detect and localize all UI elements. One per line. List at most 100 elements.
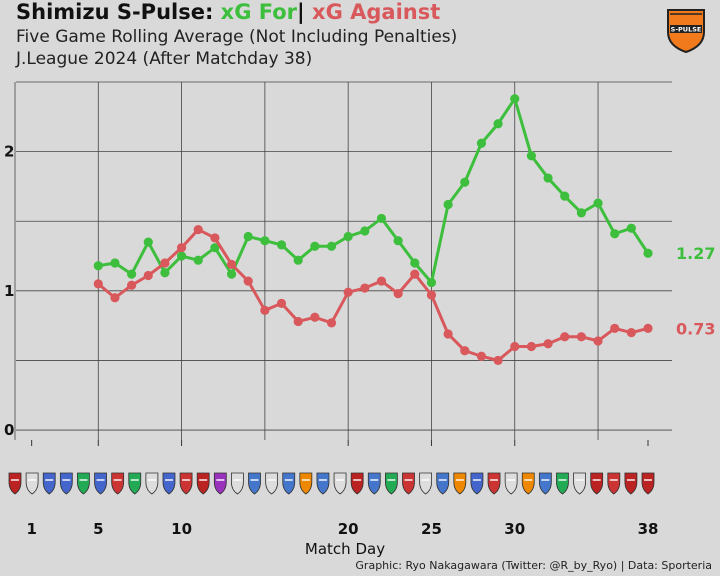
chart-title: Shimizu S-Pulse: xG For| xG Against — [16, 0, 440, 24]
subtitle-rolling-average: Five Game Rolling Average (Not Including… — [16, 27, 458, 47]
data-point — [393, 289, 403, 299]
data-point — [610, 323, 620, 334]
subtitle-season: J.League 2024 (After Matchday 38) — [16, 49, 313, 69]
data-point — [526, 151, 537, 161]
data-point — [626, 223, 636, 233]
opponent-badge-icon — [470, 472, 484, 495]
series: 1.27 0.73 — [93, 94, 715, 366]
data-point — [376, 276, 387, 286]
opponent-badge-icon — [384, 472, 398, 495]
opponent-badge-icon — [641, 472, 655, 495]
data-point — [460, 346, 470, 356]
data-point — [260, 236, 270, 246]
opponent-badge-icon — [316, 472, 330, 495]
data-point — [443, 199, 453, 210]
data-point — [510, 94, 520, 104]
data-point — [493, 355, 503, 366]
data-point — [243, 231, 253, 242]
data-point — [393, 236, 403, 246]
data-point — [593, 336, 603, 346]
data-point — [643, 248, 653, 258]
opponent-badge-icon — [607, 472, 621, 495]
opponent-badge-icon — [59, 472, 73, 495]
opponent-badge-icon — [453, 472, 467, 495]
grid — [14, 81, 672, 440]
end-value-label: 0.73 — [676, 319, 715, 338]
data-point — [260, 305, 270, 315]
data-point — [93, 279, 103, 289]
opponent-badge-icon — [521, 472, 535, 495]
x-axis-label: Match Day — [305, 540, 385, 558]
data-point — [310, 241, 320, 251]
data-point — [476, 351, 487, 361]
data-point — [293, 316, 303, 327]
opponent-badge-icon — [538, 472, 552, 495]
data-point — [326, 241, 337, 251]
opponent-badge-icon — [367, 472, 381, 495]
opponent-badge-icon — [179, 472, 193, 495]
data-point — [560, 191, 570, 201]
opponent-badge-icon — [282, 472, 296, 495]
opponent-badge-icon — [196, 472, 210, 495]
data-point — [360, 226, 370, 236]
opponent-badge-icon — [350, 472, 364, 495]
opponent-badge-icon — [573, 472, 586, 495]
data-point — [576, 332, 586, 342]
data-point — [110, 293, 120, 303]
opponent-badge-icon — [504, 472, 518, 495]
footer-credit: Graphic: Ryo Nakagawara (Twitter: @R_by_… — [355, 559, 712, 572]
data-point — [593, 198, 603, 208]
data-point — [226, 259, 237, 269]
data-point — [326, 318, 337, 328]
x-tick-label: 25 — [421, 520, 442, 538]
series-line-xg-for — [98, 97, 650, 284]
data-point — [160, 258, 170, 268]
opponent-badge-icon — [299, 472, 313, 495]
data-point — [343, 231, 353, 242]
axes: 0 1 2 1 5 10 20 25 30 38 — [4, 143, 658, 538]
end-value-label: 1.27 — [676, 244, 715, 263]
opponent-badge-icon — [487, 472, 501, 495]
data-point — [293, 255, 303, 265]
y-tick-label: 2 — [4, 143, 14, 161]
data-point — [543, 173, 553, 183]
team-badges — [8, 472, 655, 495]
opponent-badge-icon — [333, 472, 347, 495]
opponent-badge-icon — [231, 472, 244, 495]
data-point — [243, 276, 253, 286]
opponent-badge-icon — [248, 472, 261, 495]
data-point — [643, 323, 653, 334]
data-point — [510, 341, 520, 352]
data-point — [193, 224, 203, 235]
data-point — [127, 269, 137, 279]
title-separator: | — [297, 0, 305, 24]
data-point — [376, 213, 387, 224]
data-point — [460, 177, 470, 187]
data-point — [127, 280, 137, 290]
opponent-badge-icon — [624, 472, 638, 495]
data-point — [93, 261, 103, 271]
series-line-xg-against — [97, 228, 649, 362]
opponent-badge-icon — [590, 472, 604, 495]
x-tick-label: 30 — [504, 520, 525, 538]
y-tick-label: 1 — [4, 282, 14, 300]
x-tick-label: 1 — [26, 520, 36, 538]
opponent-badge-icon — [42, 472, 56, 495]
opponent-badge-icon — [265, 472, 279, 495]
opponent-badge-icon — [145, 472, 159, 495]
data-point — [410, 269, 420, 279]
data-point — [193, 255, 203, 265]
opponent-badge-icon — [402, 472, 415, 495]
data-point — [360, 283, 370, 293]
title-team: Shimizu S-Pulse: — [16, 0, 214, 24]
crest-text: S-PULSE — [671, 26, 702, 34]
x-tick-label: 20 — [338, 520, 359, 538]
x-tick-label: 10 — [171, 520, 192, 538]
data-point — [410, 258, 420, 268]
data-point — [543, 339, 553, 349]
opponent-badge-icon — [111, 472, 125, 495]
opponent-badge-icon — [128, 472, 142, 495]
data-point — [576, 208, 586, 218]
data-point — [443, 329, 453, 339]
